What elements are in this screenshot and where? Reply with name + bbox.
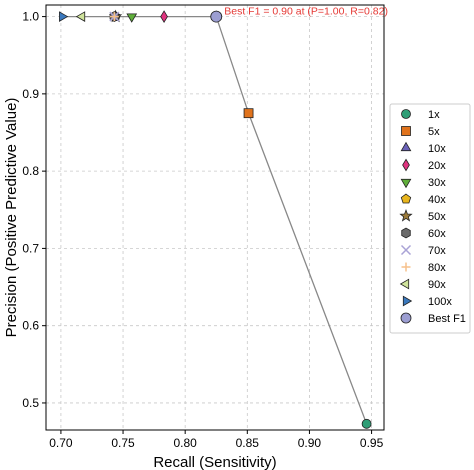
x-tick-label: 0.85 (236, 436, 260, 450)
y-axis-ticks: 0.5 0.6 0.7 0.8 0.9 1.0 (22, 10, 46, 410)
y-tick-label: 0.8 (22, 164, 39, 178)
legend-marker-100x (402, 295, 413, 307)
point-30x (126, 13, 138, 23)
legend: 1x 5x 10x 20x 30x 40x 50x 60x 70x 80x 90x 100x Best … (389, 103, 471, 334)
legend-marker-70x (400, 244, 412, 256)
best-f1-annotation: Best F1 = 0.90 at (P=1.00, R=0.82) (224, 6, 388, 18)
legend-label: 10x (428, 143, 446, 155)
point-best-f1 (210, 10, 223, 23)
x-axis-ticks: 0.70 0.75 0.80 0.85 0.90 0.95 (49, 430, 384, 450)
y-axis-label: Precision (Positive Predictive Value) (3, 98, 20, 338)
x-tick-label: 0.80 (173, 436, 197, 450)
x-tick-label: 0.70 (49, 436, 73, 450)
point-100x (59, 11, 69, 22)
point-20x (160, 10, 168, 23)
legend-label: 1x (428, 109, 440, 121)
grid-lines (46, 5, 384, 430)
legend-marker-best-f1 (400, 312, 412, 324)
plot-area (45, 4, 385, 431)
legend-label: 40x (428, 194, 446, 206)
point-1x (361, 418, 372, 429)
legend-marker-90x (399, 278, 410, 290)
legend-label: 5x (428, 126, 440, 138)
legend-marker-20x (402, 158, 410, 172)
legend-marker-40x (400, 193, 412, 204)
legend-marker-50x (399, 209, 413, 222)
point-80x (109, 12, 119, 22)
point-90x (75, 11, 86, 22)
legend-label: 20x (428, 160, 446, 172)
legend-marker-5x (401, 126, 411, 136)
x-tick-label: 0.75 (111, 436, 135, 450)
legend-marker-1x (401, 109, 411, 119)
x-tick-label: 0.90 (298, 436, 322, 450)
legend-label: Best F1 (428, 313, 466, 325)
legend-label: 70x (428, 245, 446, 257)
point-5x (243, 108, 254, 119)
legend-label: 100x (428, 296, 452, 308)
legend-label: 80x (428, 262, 446, 274)
y-tick-label: 0.7 (22, 241, 39, 255)
y-tick-label: 1.0 (22, 10, 39, 24)
legend-label: 60x (428, 228, 446, 240)
legend-label: 50x (428, 211, 446, 223)
x-tick-label: 0.95 (360, 436, 384, 450)
data-markers (59, 9, 372, 429)
x-axis-label: Recall (Sensitivity) (153, 454, 276, 470)
legend-marker-80x (401, 262, 411, 272)
legend-marker-30x (400, 178, 412, 189)
legend-marker-60x (401, 227, 411, 239)
pr-curve-line (62, 15, 368, 425)
legend-box (389, 103, 471, 334)
legend-label: 30x (428, 177, 446, 189)
y-tick-label: 0.6 (22, 319, 39, 333)
y-tick-label: 0.5 (22, 396, 39, 410)
legend-marker-10x (400, 141, 412, 152)
y-tick-label: 0.9 (22, 87, 39, 101)
legend-label: 90x (428, 279, 446, 291)
